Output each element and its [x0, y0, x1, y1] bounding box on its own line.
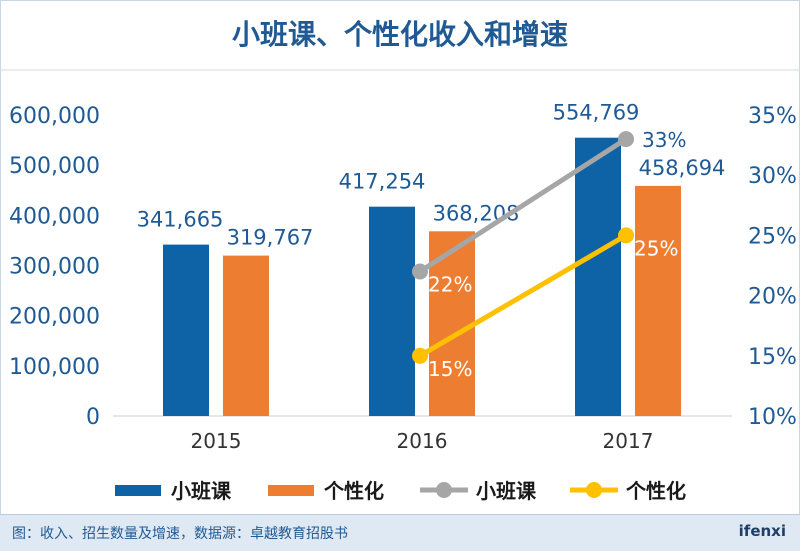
- line-value-label: 15%: [428, 357, 472, 381]
- bar: [635, 185, 681, 416]
- left-axis-tick-label: 300,000: [9, 255, 100, 280]
- chart-canvas: 小班课、个性化收入和增速 0 100,000 200,000 300,000 400,0…: [0, 18, 800, 503]
- bar: [575, 137, 621, 416]
- bar: [223, 255, 269, 416]
- left-axis-tick-label: 600,000: [9, 104, 100, 129]
- line-value-label: 25%: [634, 236, 678, 260]
- bar-value-label: 554,769: [553, 101, 640, 125]
- legend-label: 小班课: [171, 479, 232, 503]
- bar: [163, 244, 209, 416]
- bar-value-label: 417,254: [339, 170, 426, 194]
- legend-label: 小班课: [476, 479, 537, 503]
- footer-bar: 图：收入、招生数量及增速，数据源：卓越教育招股书 ifenxi: [0, 514, 800, 551]
- legend-marker: [586, 482, 602, 498]
- line-point: [412, 263, 428, 280]
- line-value-label: 22%: [428, 273, 472, 297]
- line-point: [618, 131, 634, 148]
- legend-label: 个性化: [625, 479, 686, 503]
- legend-marker: [436, 482, 452, 498]
- brand-logo: ifenxi: [738, 522, 786, 540]
- plot-area: 0 100,000 200,000 300,000 400,000 500,000 600,…: [9, 101, 797, 453]
- line-point: [618, 227, 634, 244]
- category-label: 2017: [603, 429, 654, 453]
- bar-value-label: 458,694: [639, 156, 726, 180]
- left-axis-tick-label: 400,000: [9, 204, 100, 229]
- chart-title: 小班课、个性化收入和增速: [232, 18, 568, 51]
- line-value-label: 33%: [642, 128, 686, 152]
- left-axis-tick-label: 500,000: [9, 154, 100, 179]
- bar-value-label: 341,665: [137, 208, 224, 232]
- right-axis-tick-label: 15%: [748, 345, 797, 370]
- category-label: 2015: [191, 429, 242, 453]
- bar-value-label: 319,767: [227, 226, 314, 250]
- right-axis-tick-label: 30%: [748, 164, 797, 189]
- right-axis-tick-label: 35%: [748, 104, 797, 129]
- legend-label: 个性化: [323, 479, 384, 503]
- right-axis-tick-label: 10%: [748, 405, 797, 430]
- series-line: [418, 233, 628, 358]
- left-axis-tick-label: 100,000: [9, 355, 100, 380]
- bar: [369, 206, 415, 416]
- line-point: [412, 347, 428, 364]
- right-axis-tick-label: 25%: [748, 224, 797, 249]
- legend-swatch: [268, 485, 314, 496]
- legend-swatch: [115, 485, 161, 496]
- source-note: 图：收入、招生数量及增速，数据源：卓越教育招股书: [12, 526, 348, 542]
- bar-value-label: 368,208: [433, 201, 520, 225]
- right-axis-tick-label: 20%: [748, 285, 797, 310]
- series-line: [418, 136, 628, 274]
- legend: 小班课 个性化 小班课 个性化: [115, 479, 686, 503]
- category-label: 2016: [397, 429, 448, 453]
- left-axis-tick-label: 200,000: [9, 305, 100, 330]
- left-axis-tick-label: 0: [86, 405, 100, 430]
